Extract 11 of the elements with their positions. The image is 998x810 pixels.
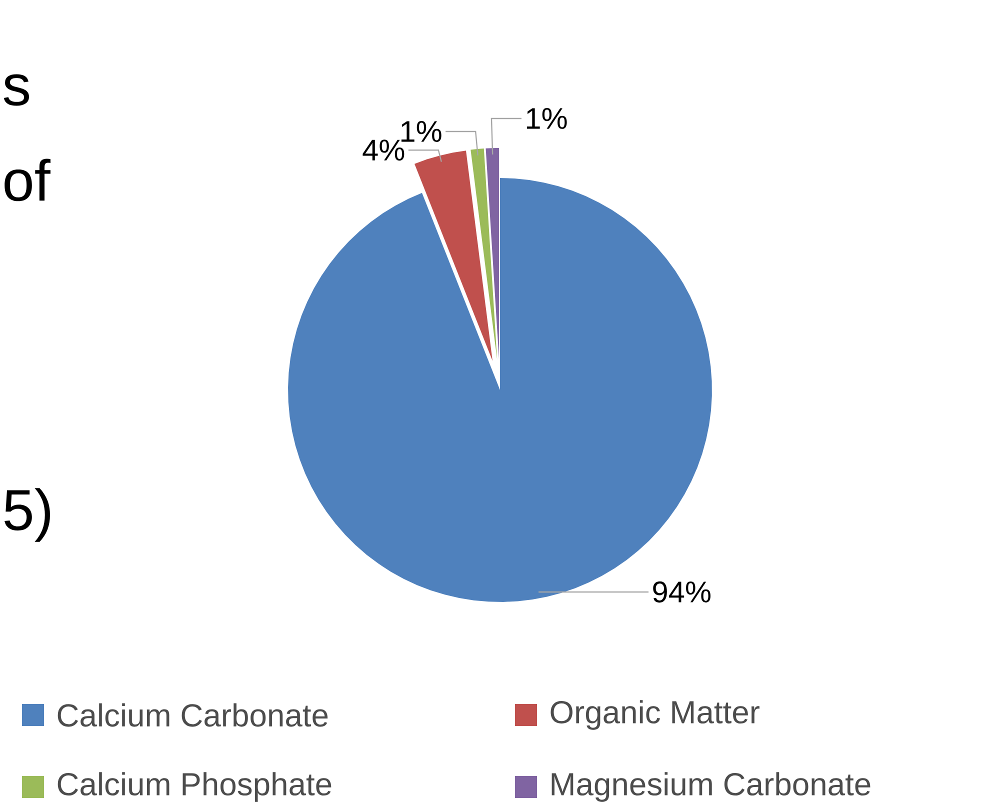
data-label: 4% xyxy=(362,140,404,161)
data-label: 1% xyxy=(401,121,442,142)
legend-label: Magnesium Carbonate xyxy=(552,772,870,802)
legend-label: Organic Matter xyxy=(550,700,760,730)
legend-label: Calcium Phosphate xyxy=(58,772,332,802)
legend-label: Calcium Carbonate xyxy=(58,703,328,727)
text: s xyxy=(4,74,30,106)
data-label: 94% xyxy=(653,581,710,603)
data-label: 1% xyxy=(526,108,567,129)
text: 5) xyxy=(4,488,50,542)
text: of xyxy=(4,158,50,202)
